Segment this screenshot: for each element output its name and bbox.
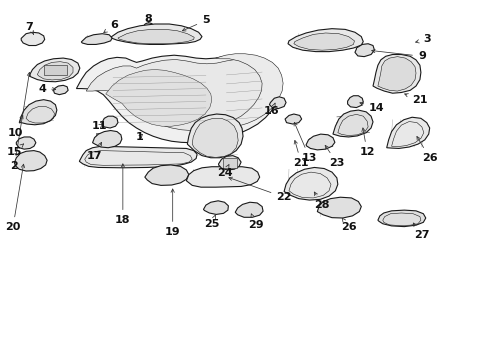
Text: 20: 20 bbox=[5, 164, 25, 232]
Polygon shape bbox=[86, 59, 267, 131]
Text: 19: 19 bbox=[165, 189, 180, 237]
Polygon shape bbox=[285, 114, 302, 124]
Polygon shape bbox=[186, 167, 260, 187]
Polygon shape bbox=[288, 29, 363, 51]
Text: 13: 13 bbox=[294, 122, 317, 163]
Polygon shape bbox=[19, 100, 57, 125]
Text: 26: 26 bbox=[417, 136, 438, 163]
Text: 17: 17 bbox=[87, 142, 102, 161]
Polygon shape bbox=[378, 210, 426, 226]
Text: 5: 5 bbox=[182, 15, 210, 31]
Polygon shape bbox=[306, 134, 335, 150]
Polygon shape bbox=[294, 33, 354, 50]
Polygon shape bbox=[187, 114, 243, 158]
Polygon shape bbox=[79, 146, 197, 168]
Circle shape bbox=[144, 23, 154, 30]
Text: 18: 18 bbox=[115, 164, 131, 225]
Polygon shape bbox=[203, 201, 228, 215]
Text: 10: 10 bbox=[8, 115, 23, 138]
Text: 21: 21 bbox=[405, 94, 428, 105]
Text: 25: 25 bbox=[204, 215, 220, 229]
Polygon shape bbox=[76, 55, 280, 143]
Text: 7: 7 bbox=[25, 22, 34, 34]
Polygon shape bbox=[355, 44, 374, 57]
Polygon shape bbox=[333, 110, 373, 137]
Polygon shape bbox=[235, 202, 263, 217]
Polygon shape bbox=[192, 118, 238, 157]
Polygon shape bbox=[318, 197, 361, 218]
Text: 27: 27 bbox=[413, 223, 430, 239]
Polygon shape bbox=[21, 32, 45, 45]
Polygon shape bbox=[29, 58, 80, 82]
Text: 28: 28 bbox=[314, 192, 330, 210]
Text: 11: 11 bbox=[92, 121, 107, 131]
Text: 21: 21 bbox=[294, 140, 309, 168]
Polygon shape bbox=[284, 167, 338, 200]
Text: 3: 3 bbox=[416, 35, 431, 44]
Polygon shape bbox=[373, 54, 421, 93]
Polygon shape bbox=[111, 24, 202, 44]
Polygon shape bbox=[81, 34, 112, 44]
Text: 1: 1 bbox=[136, 132, 144, 142]
Circle shape bbox=[128, 32, 136, 38]
Text: 15: 15 bbox=[7, 144, 24, 157]
Polygon shape bbox=[14, 150, 47, 171]
Text: 9: 9 bbox=[372, 49, 426, 61]
Polygon shape bbox=[53, 85, 68, 95]
Polygon shape bbox=[378, 57, 416, 91]
Text: 22: 22 bbox=[229, 177, 292, 202]
Text: 26: 26 bbox=[341, 218, 356, 231]
Text: 16: 16 bbox=[264, 103, 280, 116]
Polygon shape bbox=[387, 117, 430, 148]
Text: 29: 29 bbox=[248, 214, 264, 230]
Polygon shape bbox=[16, 137, 36, 149]
Bar bbox=[44, 65, 67, 75]
Polygon shape bbox=[347, 96, 363, 108]
Text: 23: 23 bbox=[325, 145, 344, 168]
Text: 14: 14 bbox=[360, 102, 385, 113]
Polygon shape bbox=[219, 156, 241, 170]
Text: 4: 4 bbox=[38, 84, 56, 94]
Circle shape bbox=[148, 30, 156, 36]
Polygon shape bbox=[37, 62, 73, 80]
Polygon shape bbox=[270, 97, 286, 109]
Polygon shape bbox=[106, 69, 212, 126]
Polygon shape bbox=[145, 165, 189, 185]
Bar bbox=[222, 158, 237, 168]
Polygon shape bbox=[216, 54, 283, 128]
Polygon shape bbox=[118, 30, 194, 44]
Bar bbox=[97, 134, 119, 144]
Text: 24: 24 bbox=[217, 165, 232, 178]
Polygon shape bbox=[93, 131, 122, 148]
Text: 12: 12 bbox=[359, 128, 375, 157]
Text: 2: 2 bbox=[10, 72, 30, 171]
Text: 8: 8 bbox=[145, 14, 152, 24]
Text: 6: 6 bbox=[104, 20, 118, 33]
Polygon shape bbox=[102, 116, 118, 128]
Bar bbox=[25, 35, 40, 43]
